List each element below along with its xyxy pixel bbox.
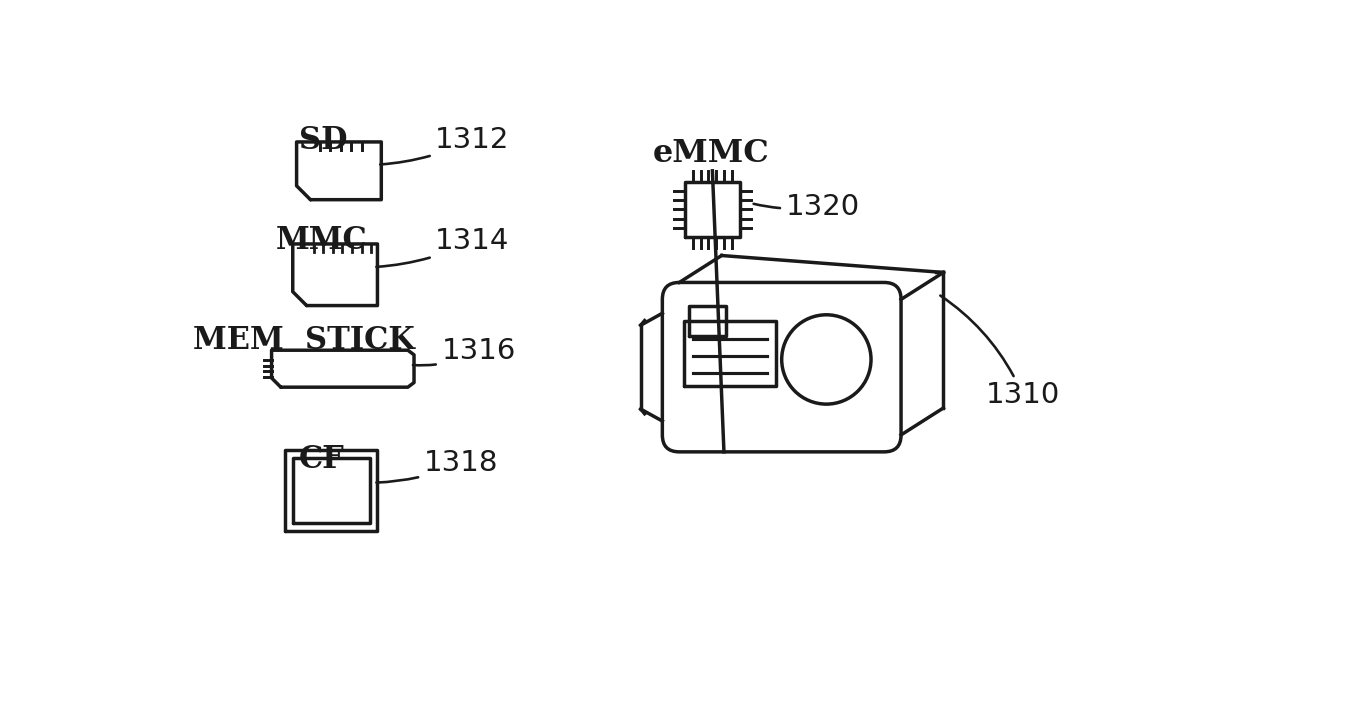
Text: 1316: 1316 [413, 337, 515, 366]
Text: CF: CF [299, 444, 345, 475]
Text: MEM  STICK: MEM STICK [193, 324, 415, 355]
Text: 1318: 1318 [377, 449, 498, 483]
Text: eMMC: eMMC [653, 138, 770, 169]
Text: 1312: 1312 [381, 126, 510, 164]
Text: SD: SD [299, 125, 348, 156]
Text: 1314: 1314 [377, 227, 510, 267]
Text: MMC: MMC [276, 225, 369, 256]
Text: 1310: 1310 [940, 295, 1059, 409]
Text: 1320: 1320 [753, 193, 860, 221]
